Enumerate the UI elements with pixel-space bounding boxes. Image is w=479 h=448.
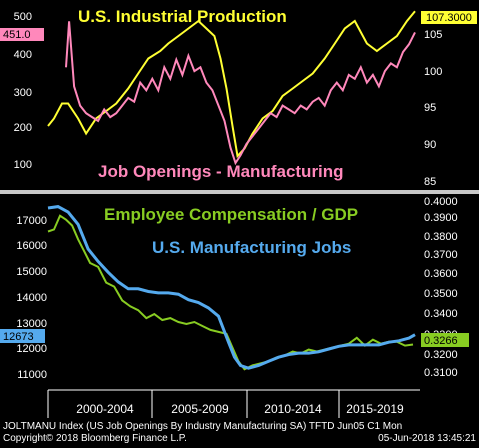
- top-left-tick: 100: [14, 159, 32, 171]
- mfg-jobs-value: 12673: [3, 331, 34, 343]
- bottom-left-tick: 13000: [16, 318, 47, 330]
- x-period-label: 2015-2019: [346, 402, 404, 416]
- top-right-tick: 95: [424, 102, 436, 114]
- top-right-tick: 85: [424, 176, 436, 188]
- comp-gdp-title: Employee Compensation / GDP: [104, 205, 358, 224]
- top-right-tick: 105: [424, 29, 442, 41]
- bottom-right-tick: 0.3200: [424, 349, 458, 361]
- bottom-right-tick: 0.3100: [424, 367, 458, 379]
- panel-divider: [0, 190, 479, 194]
- job-openings-value: 451.0: [3, 29, 31, 41]
- bottom-left-tick: 16000: [16, 240, 47, 252]
- top-left-tick: 500: [14, 11, 32, 23]
- top-left-tick: 200: [14, 122, 32, 134]
- x-period-label: 2010-2014: [264, 402, 322, 416]
- ip-value-tag: [421, 11, 477, 24]
- ip-title: U.S. Industrial Production: [78, 7, 287, 26]
- mfg-jobs-value-tag: [0, 329, 45, 343]
- bottom-right-tick: 0.3600: [424, 268, 458, 280]
- footer-timestamp: 05-Jun-2018 13:45:21: [378, 433, 476, 444]
- footer-copyright: Copyright© 2018 Bloomberg Finance L.P.: [3, 433, 187, 444]
- bottom-panel: 17000 16000 15000 14000 13000 12000 1100…: [0, 196, 469, 381]
- bottom-left-tick: 15000: [16, 266, 47, 278]
- job-openings-line: [65, 21, 416, 166]
- top-left-tick: 300: [14, 87, 32, 99]
- bottom-right-tick: 0.3400: [424, 308, 458, 320]
- comp-gdp-value-tag: [421, 333, 469, 347]
- bottom-left-tick: 11000: [17, 369, 47, 381]
- footer-source: JOLTMANU Index (US Job Openings By Indus…: [3, 421, 402, 432]
- bottom-right-tick: 0.3700: [424, 249, 458, 261]
- top-panel: 500 400 300 200 100 105 100 95 90 85 U.S…: [0, 7, 477, 188]
- bottom-left-tick: 17000: [16, 215, 47, 227]
- bottom-right-tick: 0.3500: [424, 288, 458, 300]
- ip-value: 107.3000: [426, 12, 472, 24]
- bottom-right-tick: 0.4000: [424, 196, 458, 208]
- bottom-left-tick: 14000: [16, 292, 47, 304]
- bottom-left-tick: 12000: [16, 343, 47, 355]
- top-right-tick: 90: [424, 139, 436, 151]
- mfg-jobs-line: [47, 205, 416, 370]
- job-openings-value-tag: [0, 28, 44, 41]
- x-period-label: 2000-2004: [76, 402, 134, 416]
- bottom-right-tick: 0.3800: [424, 231, 458, 243]
- x-axis: 2000-2004 2005-2009 2010-2014 2015-2019: [47, 389, 420, 418]
- x-period-label: 2005-2009: [171, 402, 229, 416]
- mfg-jobs-title: U.S. Manufacturing Jobs: [152, 238, 351, 257]
- bottom-right-tick: 0.3900: [424, 212, 458, 224]
- top-left-tick: 400: [14, 49, 32, 61]
- top-right-tick: 100: [424, 66, 442, 78]
- job-openings-title: Job Openings - Manufacturing: [98, 162, 344, 181]
- comp-gdp-value: 0.3266: [424, 335, 458, 347]
